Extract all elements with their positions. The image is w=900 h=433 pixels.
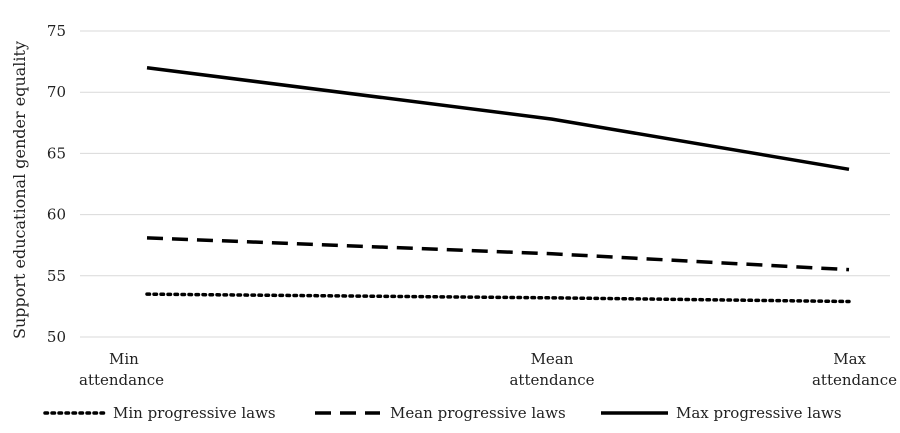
legend: Min progressive laws Mean progressive law… [43, 404, 842, 422]
series-line-min-progressive-laws [145, 292, 851, 304]
x-tick-label: Max attendance [812, 350, 897, 389]
y-tick-label: 65 [47, 144, 66, 162]
y-tick-label: 55 [47, 267, 66, 285]
series-line-max-progressive-laws [146, 65, 850, 172]
x-tick-label: Min attendance [79, 350, 164, 389]
legend-label: Max progressive laws [676, 404, 842, 422]
series-line-mean-progressive-laws [146, 236, 850, 272]
y-tick-label: 60 [47, 206, 66, 224]
y-tick-label: 70 [47, 83, 66, 101]
y-tick-label: 50 [47, 328, 66, 346]
y-axis-label: Support educational gender equality [10, 41, 29, 339]
gridlines [80, 30, 890, 338]
x-axis-ticks: Min attendance Mean attendance Max attendance [79, 350, 897, 389]
y-axis-ticks: 50 55 60 65 70 75 [47, 22, 66, 346]
y-tick-label: 75 [47, 22, 66, 40]
series-lines [145, 65, 851, 304]
legend-label: Mean progressive laws [390, 404, 566, 422]
x-tick-label: Mean attendance [509, 350, 594, 389]
legend-label: Min progressive laws [113, 404, 276, 422]
